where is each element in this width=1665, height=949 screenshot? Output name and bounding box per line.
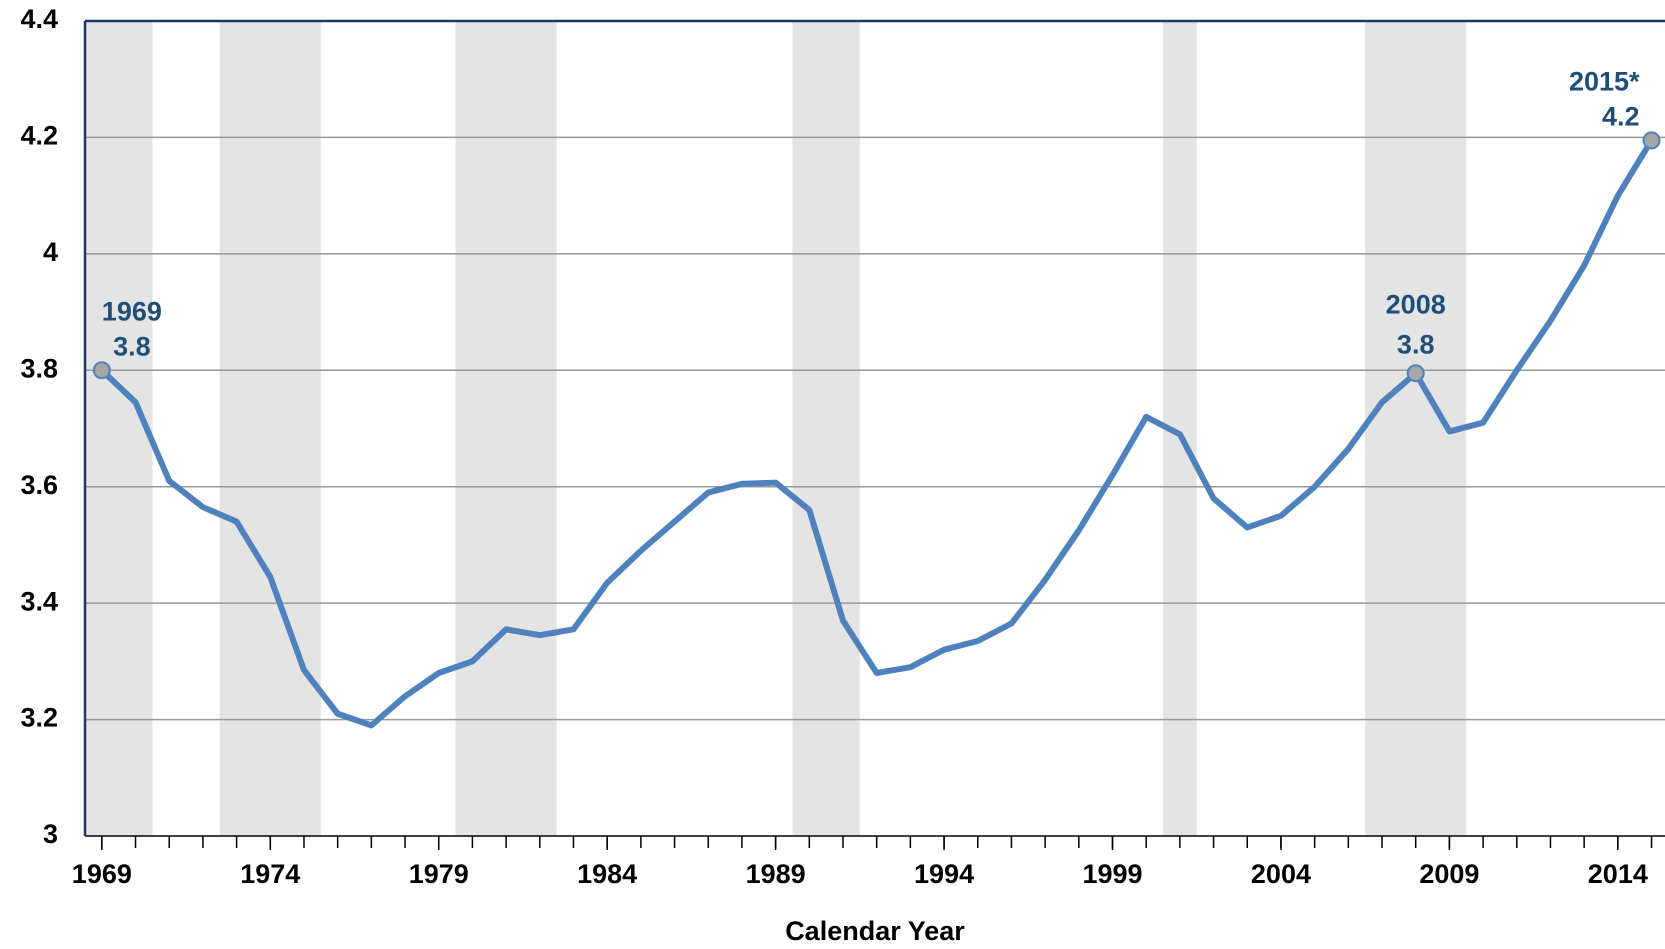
annotation-marker (1642, 131, 1661, 150)
y-tick-label: 4.4 (20, 4, 58, 34)
annotation-marker (1406, 364, 1425, 383)
x-tick-label: 2009 (1419, 859, 1479, 889)
y-tick-label: 4.2 (20, 121, 58, 151)
x-tick-label: 1984 (577, 859, 637, 889)
x-axis-label: Calendar Year (785, 916, 965, 946)
x-tick-label: 1969 (72, 859, 132, 889)
y-tick-label: 3 (43, 819, 58, 849)
y-tick-label: 3.4 (20, 586, 58, 616)
x-tick-label: 1999 (1082, 859, 1142, 889)
y-tick-label: 4 (43, 237, 58, 267)
x-tick-label: 1979 (409, 859, 469, 889)
x-tick-label: 2004 (1251, 859, 1311, 889)
x-tick-label: 1989 (746, 859, 806, 889)
annotation-label: 2008 (1386, 289, 1446, 319)
x-tick-label: 2014 (1588, 859, 1648, 889)
annotation-value: 3.8 (1397, 329, 1435, 359)
y-tick-label: 3.8 (20, 353, 58, 383)
annotation-value: 4.2 (1602, 101, 1640, 131)
shaded-period (792, 21, 860, 836)
annotation-marker (92, 361, 111, 380)
shaded-period (455, 21, 557, 836)
y-tick-label: 3.6 (20, 470, 58, 500)
annotation-value: 3.8 (113, 331, 151, 361)
x-tick-label: 1994 (914, 859, 974, 889)
annotation-label: 2015* (1569, 66, 1640, 96)
shaded-period (219, 21, 321, 836)
x-tick-label: 1974 (240, 859, 300, 889)
shaded-period (85, 21, 153, 836)
annotation-label: 1969 (102, 296, 162, 326)
data-line (99, 138, 1655, 729)
y-tick-label: 3.2 (20, 703, 58, 733)
